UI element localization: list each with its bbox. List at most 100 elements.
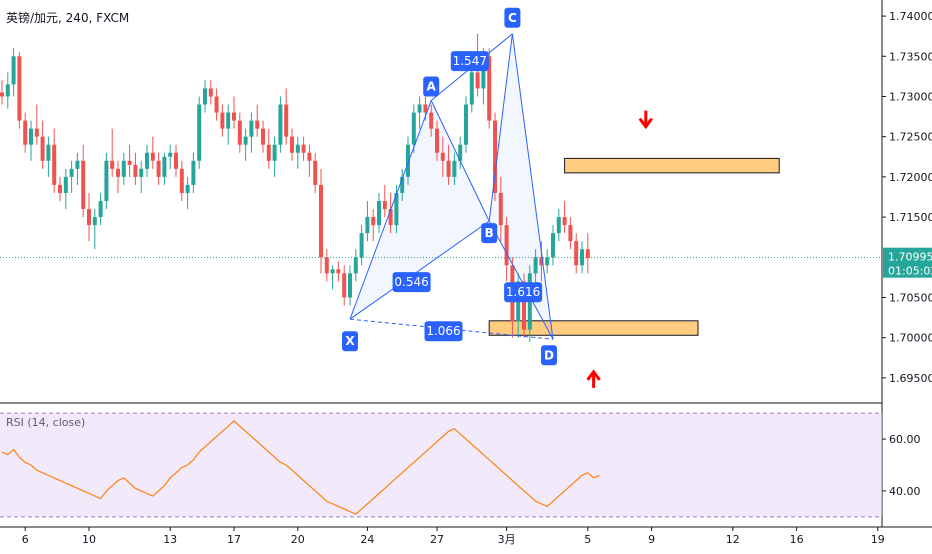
rsi-tick-label: 40.00	[889, 485, 921, 498]
candle-body	[469, 72, 474, 105]
candle-body	[104, 160, 109, 201]
candle-body	[324, 257, 329, 274]
candle-body	[185, 184, 190, 193]
candle	[11, 48, 16, 97]
candlesticks	[0, 33, 590, 342]
candle-body	[261, 128, 265, 145]
candle	[568, 217, 573, 250]
date-tick-label: 19	[871, 533, 885, 546]
candle-body	[371, 217, 376, 226]
candle-body	[220, 112, 225, 129]
candle	[191, 152, 196, 193]
leg-ab	[430, 100, 490, 222]
leg-xa	[349, 100, 432, 320]
candle-body	[493, 120, 497, 193]
candle	[145, 144, 149, 177]
candle	[174, 144, 178, 177]
candle-body	[52, 144, 57, 185]
date-tick-label: 27	[430, 533, 444, 546]
candle-body	[208, 88, 213, 97]
candle	[278, 96, 283, 153]
rsi-band	[0, 413, 882, 517]
candle	[388, 192, 393, 234]
candle	[359, 225, 364, 266]
candle-body	[168, 152, 173, 157]
candle-body	[121, 160, 126, 177]
candle-body	[400, 176, 405, 193]
price-tick-label: 1.69500	[889, 372, 932, 385]
candle-body	[63, 176, 68, 193]
candle	[336, 261, 341, 282]
candle-body	[110, 160, 115, 169]
candle	[127, 144, 132, 177]
point-label: D	[544, 348, 554, 362]
price-tick-label: 1.73500	[889, 50, 932, 63]
candle-body	[40, 136, 45, 161]
candle	[301, 136, 306, 161]
candle	[162, 152, 167, 185]
date-tick-label: 16	[790, 533, 804, 546]
candle-body	[145, 152, 149, 169]
last-price-box	[883, 247, 932, 278]
candle	[255, 104, 260, 137]
candle-body	[382, 201, 387, 210]
rsi-tick-label: 60.00	[889, 433, 921, 446]
candle-body	[249, 120, 254, 137]
candle	[342, 265, 347, 306]
candle-body	[139, 168, 144, 177]
ratio-badge	[450, 51, 489, 72]
candle	[185, 176, 190, 210]
candle	[406, 136, 410, 185]
date-tick-label: 13	[163, 533, 177, 546]
candle	[17, 52, 22, 129]
candle-body	[284, 104, 289, 137]
candle-body	[313, 160, 318, 185]
candle	[75, 152, 80, 185]
candle-body	[226, 112, 231, 129]
candle	[249, 112, 254, 153]
candle-body	[58, 184, 62, 193]
rsi-panel	[0, 412, 882, 518]
candle-body	[562, 217, 567, 226]
axes: 1.74000 1.73500 1.73000 1.72500 1.72000 1.715…	[22, 10, 932, 546]
leg-xb	[349, 220, 490, 320]
candle	[98, 192, 103, 226]
candle	[0, 80, 4, 105]
date-tick-label: 6	[22, 533, 29, 546]
pattern-point-b: B	[481, 223, 498, 244]
date-tick-label: 10	[82, 533, 96, 546]
candle-body	[504, 225, 509, 266]
zones	[488, 157, 780, 336]
ratio-label: 1.547	[450, 51, 489, 72]
last-price-countdown: 01:05:02	[888, 265, 932, 278]
candle-body	[81, 160, 86, 210]
candle	[237, 112, 242, 153]
price-tick-label: 1.73000	[889, 90, 932, 103]
candle	[458, 136, 463, 169]
candle-body	[237, 120, 242, 145]
candle-body	[342, 273, 347, 298]
point-label: A	[427, 80, 437, 94]
candle	[574, 233, 579, 274]
candle-body	[353, 257, 358, 274]
candle	[116, 160, 120, 193]
candle	[58, 176, 62, 201]
candle	[214, 88, 219, 121]
candle	[203, 80, 207, 113]
candle-body	[394, 192, 399, 226]
price-tick-label: 1.71500	[889, 211, 932, 224]
candle-body	[232, 112, 236, 121]
candle-body	[585, 249, 590, 259]
candle-body	[23, 120, 28, 145]
rsi-title: RSI (14, close)	[6, 416, 85, 429]
candle-body	[487, 56, 492, 121]
date-tick-label: 24	[360, 533, 374, 546]
date-tick-label: 5	[584, 533, 591, 546]
candle	[539, 241, 544, 282]
candle-body	[127, 160, 132, 165]
candle-body	[377, 201, 381, 226]
arrow-head	[638, 117, 653, 130]
ratio-text: 0.546	[394, 275, 428, 289]
